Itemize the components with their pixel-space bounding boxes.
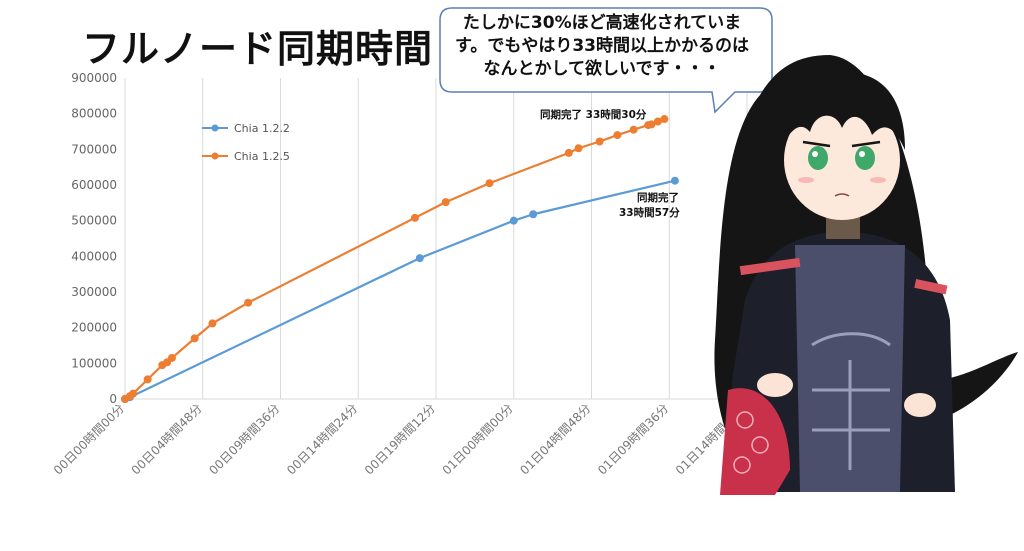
speech-bubble-text: たしかに30%ほど高速化されています。でもやはり33時間以上かかるのはなんとかし… [455,13,749,79]
data-point-s1-13 [564,148,573,157]
y-tick-label: 300000 [71,285,117,299]
y-tick-label: 700000 [71,142,117,156]
x-tick-label: 00日19時間12分 [362,401,438,477]
speech-bubble-shape [439,7,773,114]
shirt-pattern-2 [812,360,890,470]
legend-label-chia-1-2-2: Chia 1.2.2 [234,122,290,135]
series-group [121,115,679,403]
annotation-chia-1-2-5-complete: 同期完了 33時間30分 [540,108,647,121]
annotation-chia-1-2-2-complete-line2: 33時間57分 [619,206,680,219]
data-point-s1-9 [244,298,253,307]
y-tick-label: 500000 [71,214,117,228]
data-point-s1-7 [190,334,199,343]
data-point-s0-2 [415,254,424,263]
right-eye [855,146,875,170]
data-point-s1-12 [485,179,494,188]
x-tick-label: 01日00時間00分 [440,401,516,477]
y-tick-label: 800000 [71,107,117,121]
series-line-0 [124,179,676,401]
data-point-s1-8 [208,319,217,328]
data-point-s1-15 [595,137,604,146]
data-point-s1-17 [629,125,638,134]
bag-pattern-1 [736,411,754,429]
y-tick-label: 900000 [71,71,117,85]
data-point-s1-16 [613,131,622,140]
x-tick-label: 00日00時間00分 [51,401,127,477]
right-hand [904,393,936,417]
x-tick-label: 00日04時間48分 [129,401,205,477]
data-point-s0-4 [529,210,538,219]
speech-bubble [439,7,773,114]
legend: Chia 1.2.2 Chia 1.2.5 [202,122,290,163]
mouth [834,193,850,197]
data-point-s0-5 [670,176,679,185]
right-eye-highlight [859,151,865,157]
y-tick-label: 100000 [71,356,117,370]
right-blush [870,177,886,183]
data-point-s1-10 [410,213,419,222]
annotation-chia-1-2-2-complete-line1: 同期完了 [637,191,679,204]
data-point-s0-3 [509,216,518,225]
shirt-pattern [811,332,891,347]
data-point-s1-20 [653,117,662,126]
data-point-s1-3 [143,375,152,384]
y-tick-label: 600000 [71,178,117,192]
x-tick-label: 00日14時間24分 [284,401,360,477]
y-tick-label: 400000 [71,249,117,263]
bag-pattern-3 [733,456,751,474]
data-point-s1-11 [441,198,450,207]
legend-label-chia-1-2-5: Chia 1.2.5 [234,150,290,163]
data-point-s1-2 [129,389,138,398]
left-sleeve-stripe [739,257,801,276]
legend-marker-chia-1-2-2 [211,124,219,132]
x-axis-tick-labels: 00日00時間00分 00日04時間48分 00日09時間36分 00日14時間24分… [51,401,749,477]
data-point-s1-19 [647,120,656,129]
character-illustration [714,55,1018,495]
series-line-1 [124,117,665,400]
bag-pattern-2 [751,436,769,454]
y-axis-tick-labels: 0 100000 200000 300000 400000 500000 600000 700… [71,71,117,406]
data-point-s1-6 [167,353,176,362]
x-tick-label: 01日09時間36分 [595,401,671,477]
left-blush [798,177,814,183]
left-eye-highlight [812,151,818,157]
y-tick-label: 0 [109,392,117,406]
y-tick-label: 200000 [71,321,117,335]
x-tick-label: 01日04時間48分 [517,401,593,477]
legend-marker-chia-1-2-5 [211,152,219,160]
left-eye [808,146,828,170]
hair-bangs [780,72,905,150]
right-sleeve-stripe [914,278,948,295]
bag [720,388,790,495]
data-point-s1-14 [574,144,583,153]
x-tick-label: 00日09時間36分 [206,401,282,477]
left-eyebrow [802,140,831,148]
data-point-s1-21 [660,115,669,124]
left-hand [757,373,793,397]
right-eyebrow [851,140,881,148]
chart-title: フルノード同期時間 [82,27,434,71]
